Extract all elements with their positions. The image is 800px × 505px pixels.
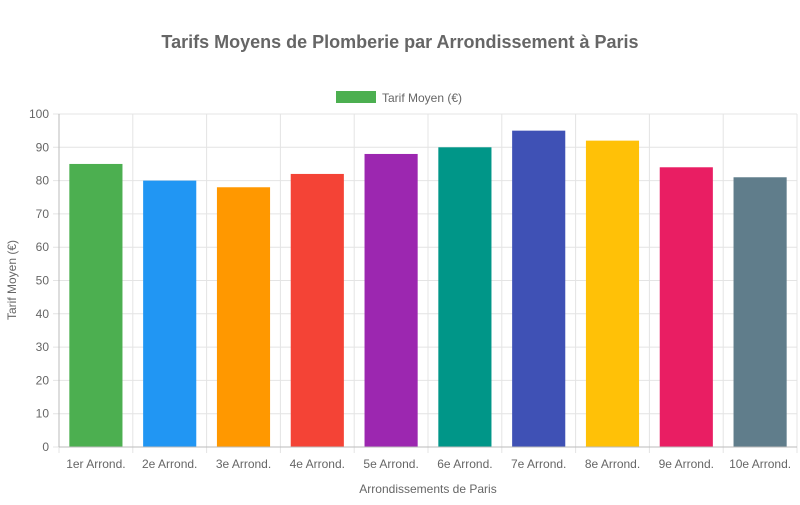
bar-2 (143, 180, 197, 447)
x-axis-label: Arrondissements de Paris (359, 482, 496, 496)
y-tick-label: 50 (36, 274, 50, 288)
bar-1 (69, 163, 123, 447)
y-tick-label: 100 (29, 107, 49, 121)
y-tick-label: 30 (36, 340, 50, 354)
y-tick-label: 70 (36, 207, 50, 221)
y-tick-label: 20 (36, 373, 50, 387)
y-tick-label: 0 (42, 440, 49, 454)
bar-9 (659, 167, 713, 447)
bar-8 (585, 140, 640, 447)
bar-6 (438, 147, 492, 448)
x-tick-label: 3e Arrond. (216, 457, 271, 471)
x-tick-label: 4e Arrond. (290, 457, 345, 471)
x-tick-label: 6e Arrond. (437, 457, 492, 471)
x-tick-label: 1er Arrond. (66, 457, 125, 471)
bar-7 (512, 130, 566, 447)
y-tick-label: 10 (36, 407, 50, 421)
x-tick-label: 2e Arrond. (142, 457, 197, 471)
x-tick-label: 10e Arrond. (729, 457, 791, 471)
chart-title: Tarifs Moyens de Plomberie par Arrondiss… (161, 32, 638, 52)
x-tick-label: 9e Arrond. (659, 457, 714, 471)
x-tick-label: 5e Arrond. (363, 457, 418, 471)
y-tick-label: 90 (36, 140, 50, 154)
bar-3 (216, 187, 271, 447)
y-tick-label: 60 (36, 240, 50, 254)
x-tick-label: 8e Arrond. (585, 457, 640, 471)
bar-10 (733, 177, 787, 447)
bar-5 (364, 153, 418, 447)
axes: 0 10 20 30 40 50 60 70 80 90 100 1er Arrond. 2e Arro… (29, 107, 797, 471)
legend[interactable]: Tarif Moyen (€) (336, 91, 462, 105)
legend-swatch (336, 91, 376, 103)
bars (69, 130, 787, 448)
y-tick-label: 80 (36, 174, 50, 188)
y-axis-label: Tarif Moyen (€) (5, 240, 19, 320)
x-tick-label: 7e Arrond. (511, 457, 566, 471)
bar-4 (290, 173, 344, 447)
legend-label: Tarif Moyen (€) (382, 91, 462, 105)
y-tick-label: 40 (36, 307, 50, 321)
